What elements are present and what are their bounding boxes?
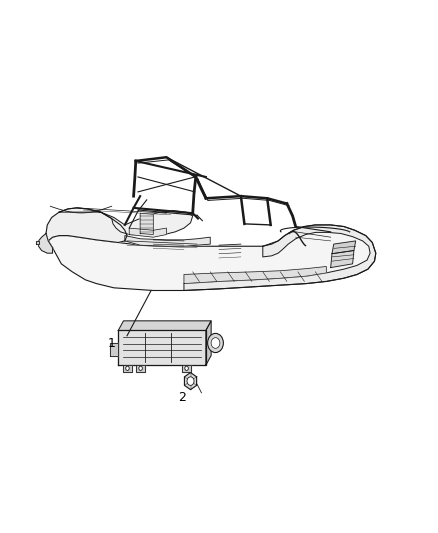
Polygon shape (332, 241, 356, 254)
Circle shape (139, 366, 142, 370)
Polygon shape (46, 208, 127, 248)
Polygon shape (118, 330, 206, 365)
Text: 2: 2 (178, 391, 186, 403)
Polygon shape (184, 225, 376, 290)
Circle shape (211, 338, 220, 349)
Circle shape (208, 334, 223, 353)
Polygon shape (48, 225, 376, 290)
Polygon shape (331, 251, 354, 268)
Polygon shape (129, 228, 166, 237)
Polygon shape (140, 213, 153, 235)
Circle shape (126, 366, 129, 370)
Polygon shape (123, 365, 132, 372)
Polygon shape (39, 233, 53, 253)
Polygon shape (136, 365, 145, 372)
Polygon shape (182, 365, 191, 372)
Polygon shape (206, 321, 211, 365)
Polygon shape (118, 321, 211, 330)
Polygon shape (59, 208, 193, 236)
Polygon shape (125, 236, 210, 246)
Text: 1: 1 (108, 337, 116, 350)
Circle shape (187, 377, 194, 385)
Polygon shape (184, 373, 197, 390)
Circle shape (185, 366, 188, 370)
Polygon shape (184, 266, 326, 284)
Polygon shape (110, 343, 118, 356)
Polygon shape (36, 241, 39, 244)
